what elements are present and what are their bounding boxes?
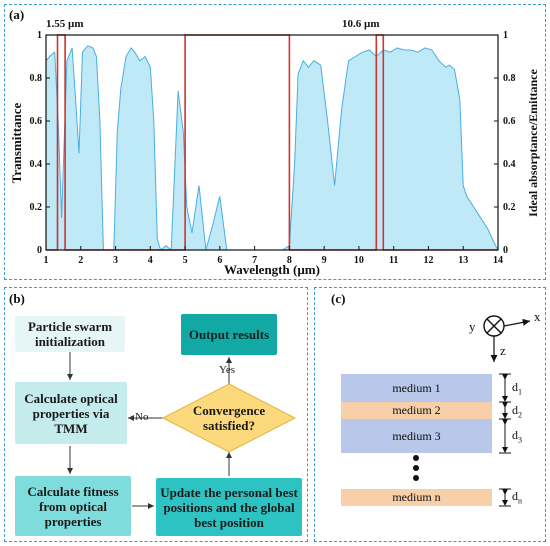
thickness-dn: dn bbox=[512, 489, 522, 506]
transmittance-area bbox=[46, 45, 498, 250]
output-text: Output results bbox=[188, 327, 270, 342]
x-tick-label: 2 bbox=[78, 255, 83, 266]
panel-c-label: (c) bbox=[331, 291, 346, 306]
y-tick-label-right: 0.6 bbox=[503, 116, 516, 127]
x-tick-label: 9 bbox=[322, 255, 327, 266]
x-tick-label: 3 bbox=[113, 255, 118, 266]
y-tick-label-left: 0.2 bbox=[30, 202, 43, 213]
panel-a-label: (a) bbox=[9, 7, 25, 22]
ellipsis-dot bbox=[413, 475, 419, 481]
x-axis-label: Wavelength (µm) bbox=[224, 262, 320, 277]
ellipsis-dot bbox=[413, 455, 419, 461]
update-text: Update the personal best positions and t… bbox=[160, 484, 298, 530]
layer-medium-1: medium 1 bbox=[341, 374, 492, 402]
calc-fitness-box: Calculate fitness from optical propertie… bbox=[15, 476, 131, 536]
x-tick-label: 6 bbox=[217, 255, 222, 266]
y-tick-label-left: 0.4 bbox=[30, 159, 43, 170]
x-tick-label: 14 bbox=[493, 255, 503, 266]
y-tick-label-right: 0 bbox=[503, 245, 508, 256]
x-tick-label: 7 bbox=[252, 255, 257, 266]
calc-optical-text: Calculate optical properties via TMM bbox=[24, 390, 118, 436]
convergence-text-box: Convergence satisfied? bbox=[178, 401, 280, 435]
thickness-d1: d1 bbox=[512, 380, 522, 397]
panel-c: (c) bbox=[314, 287, 546, 542]
y-tick-label-right: 1 bbox=[503, 30, 508, 41]
init-text: Particle swarm initialization bbox=[27, 319, 113, 349]
x-tick-label: 13 bbox=[458, 255, 468, 266]
x-axis-arrow bbox=[503, 318, 531, 327]
thickness-d3: d3 bbox=[512, 428, 522, 445]
layer-label: medium 1 bbox=[392, 380, 441, 395]
x-tick-label: 1 bbox=[44, 255, 49, 266]
yes-label: Yes bbox=[219, 364, 236, 376]
x-tick-label: 8 bbox=[287, 255, 292, 266]
x-tick-label: 4 bbox=[148, 255, 153, 266]
x-tick-label: 10 bbox=[354, 255, 364, 266]
layer-medium-3: medium 3 bbox=[341, 419, 492, 453]
calc-fitness-text: Calculate fitness from optical propertie… bbox=[27, 483, 119, 529]
y-tick-label-left: 0 bbox=[37, 245, 42, 256]
marker-label-right: 10.6 µm bbox=[342, 18, 380, 30]
x-tick-label: 12 bbox=[423, 255, 433, 266]
plot-frame bbox=[45, 34, 499, 251]
init-box: Particle swarm initialization bbox=[15, 316, 125, 352]
y-tick-label-left: 0.6 bbox=[30, 116, 43, 127]
axis-y-label: y bbox=[469, 319, 476, 334]
spectrum-chart: 1.55 µm 10.6 µm 1 2 3 4 5 6 7 8 9 10 11 12 13 1400.20… bbox=[9, 18, 540, 277]
calc-optical-box: Calculate optical properties via TMM bbox=[15, 382, 127, 444]
update-box: Update the personal best positions and t… bbox=[156, 478, 302, 536]
y-tick-label-right: 0.2 bbox=[503, 202, 516, 213]
marker-label-left: 1.55 µm bbox=[46, 18, 84, 30]
layer-label: medium n bbox=[392, 490, 441, 504]
ellipsis-dot bbox=[413, 465, 419, 471]
axis-z-label: z bbox=[500, 343, 506, 358]
panel-a: (a) bbox=[4, 4, 546, 280]
y-axis-label-right: Ideal absorptance/Emittance bbox=[526, 68, 540, 216]
layer-label: medium 2 bbox=[392, 403, 441, 417]
panel-b: (b) bbox=[4, 287, 308, 542]
axis-x-label: x bbox=[534, 309, 541, 324]
y-tick-label-left: 0.8 bbox=[30, 73, 43, 84]
layer-medium-2: medium 2 bbox=[341, 402, 492, 419]
layer-label: medium 3 bbox=[392, 428, 441, 443]
layer-medium-n: medium n bbox=[341, 489, 492, 506]
thickness-d2: d2 bbox=[512, 403, 522, 420]
y-tick-label-right: 0.8 bbox=[503, 73, 516, 84]
x-tick-label: 11 bbox=[389, 255, 398, 266]
y-tick-label-left: 1 bbox=[37, 30, 42, 41]
y-axis-label-left: Transmittance bbox=[9, 102, 24, 183]
y-tick-label-right: 0.4 bbox=[503, 159, 516, 170]
x-tick-label: 5 bbox=[183, 255, 188, 266]
convergence-text: Convergence satisfied? bbox=[192, 403, 266, 433]
output-box: Output results bbox=[181, 314, 277, 355]
panel-b-label: (b) bbox=[9, 291, 25, 306]
no-label: No bbox=[135, 411, 149, 423]
